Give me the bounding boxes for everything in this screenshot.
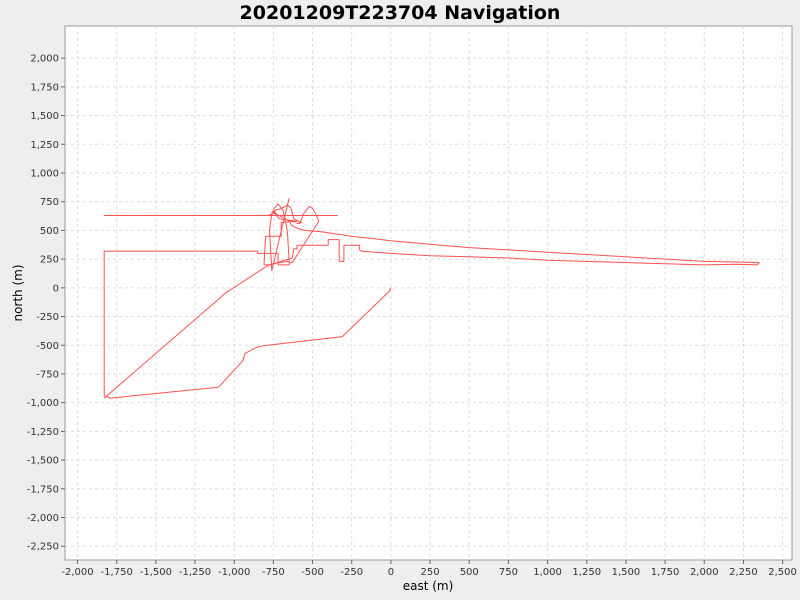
navigation-track-line-1 [103, 204, 760, 399]
y-tick-label: -1,250 [27, 427, 59, 438]
x-tick-label: -250 [340, 567, 363, 578]
y-tick-label: -1,500 [27, 456, 59, 467]
series-layer [103, 198, 760, 399]
y-tick-label: 750 [40, 197, 59, 208]
y-tick-label: 0 [53, 283, 59, 294]
x-tick-label: 2,250 [729, 567, 758, 578]
x-tick-label: -2,000 [61, 567, 93, 578]
tick-layer: -2,000 -1,750 -1,500 -1,250 -1,000 -750 -500 -2… [27, 54, 797, 578]
x-tick-label: 2,500 [768, 567, 797, 578]
y-tick-label: 1,750 [30, 82, 59, 93]
y-tick-label: 250 [40, 255, 59, 266]
chart-title: 20201209T223704 Navigation [239, 2, 561, 24]
x-tick-label: 500 [460, 567, 479, 578]
x-tick-label: -1,500 [140, 567, 172, 578]
y-tick-label: 2,000 [30, 54, 59, 65]
gridlines [65, 26, 792, 560]
x-tick-label: -750 [262, 567, 285, 578]
y-tick-label: 1,000 [30, 168, 59, 179]
y-tick-label: -2,000 [27, 513, 59, 524]
x-tick-label: 2,000 [690, 567, 719, 578]
y-tick-label: 1,250 [30, 140, 59, 151]
y-tick-label: -2,250 [27, 542, 59, 553]
x-tick-label: 1,000 [533, 567, 562, 578]
x-tick-label: 1,500 [612, 567, 641, 578]
navigation-track-line-2 [103, 198, 290, 399]
x-tick-label: 250 [421, 567, 440, 578]
y-tick-label: -750 [36, 369, 59, 380]
x-tick-label: -1,000 [218, 567, 250, 578]
x-axis-label: east (m) [403, 579, 454, 593]
y-tick-label: 500 [40, 226, 59, 237]
x-tick-label: 1,750 [651, 567, 680, 578]
y-tick-label: -1,000 [27, 398, 59, 409]
y-tick-label: -500 [36, 341, 59, 352]
x-tick-label: 1,250 [572, 567, 601, 578]
x-tick-label: 750 [499, 567, 518, 578]
x-tick-label: -500 [301, 567, 324, 578]
y-tick-label: -250 [36, 312, 59, 323]
x-tick-label: -1,250 [179, 567, 211, 578]
plot-area [64, 25, 793, 561]
y-tick-label: -1,750 [27, 484, 59, 495]
x-tick-label: -1,750 [101, 567, 133, 578]
y-axis-label: north (m) [11, 264, 25, 321]
x-tick-label: 0 [388, 567, 394, 578]
y-tick-label: 1,500 [30, 111, 59, 122]
